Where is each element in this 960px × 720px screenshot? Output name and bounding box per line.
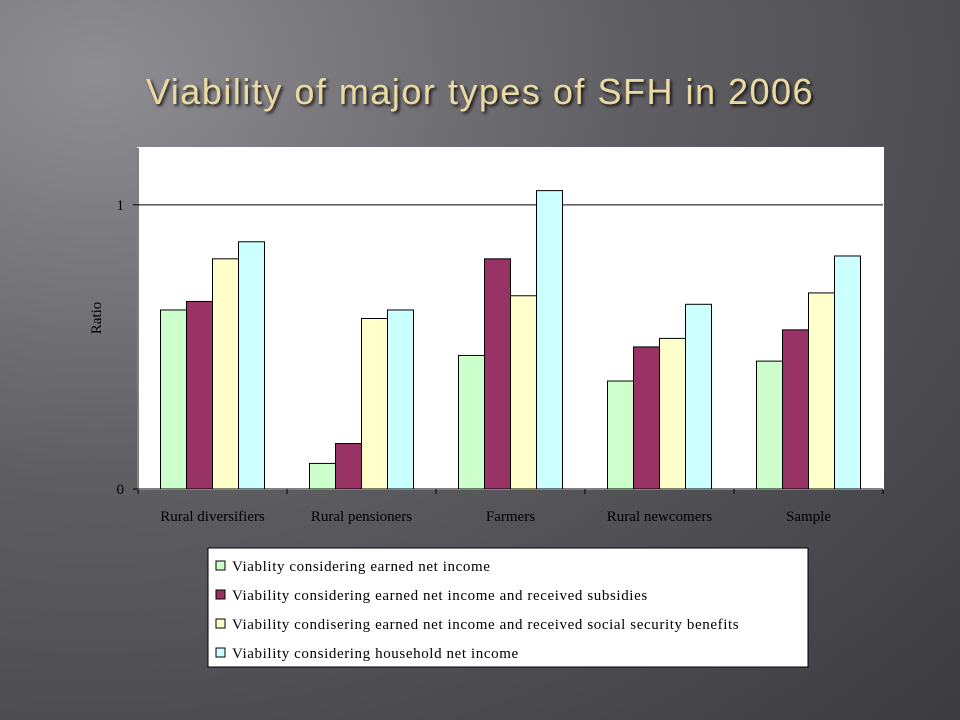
bar: [510, 295, 537, 490]
chart-title: Viability of major types of SFH in 2006: [146, 71, 814, 112]
bar: [387, 309, 414, 490]
x-tick-label: Farmers: [486, 509, 535, 525]
bar: [160, 309, 187, 490]
bar: [756, 360, 783, 490]
legend-swatch: [215, 647, 226, 658]
bar: [808, 292, 835, 490]
bar: [536, 190, 563, 490]
bar: [186, 300, 213, 490]
x-tick-label: Rural diversifiers: [160, 509, 265, 525]
bar: [361, 318, 388, 490]
bar: [607, 380, 634, 490]
y-tick-label: 0: [117, 482, 125, 498]
bar: [633, 346, 660, 490]
legend-label: Viability condisering earned net income …: [232, 617, 739, 633]
bar: [335, 443, 362, 490]
bar: [659, 337, 686, 490]
legend-label: Viablity considering earned net income: [232, 559, 491, 575]
legend-swatch: [215, 589, 226, 600]
y-tick-label: 1: [117, 198, 125, 214]
bar: [212, 258, 239, 490]
bar: [309, 462, 336, 490]
legend-swatch: [215, 560, 226, 571]
bar: [484, 258, 511, 490]
bar: [782, 329, 809, 490]
bar: [458, 354, 485, 490]
bar: [238, 241, 265, 490]
legend-swatch: [215, 618, 226, 629]
x-tick-label: Rural pensioners: [311, 509, 412, 525]
bar: [685, 303, 712, 490]
legend-label: Viability considering earned net income …: [232, 588, 648, 604]
y-axis-label: Ratio: [89, 302, 105, 335]
x-tick-label: Rural newcomers: [607, 509, 713, 525]
legend: [207, 547, 809, 668]
x-tick-label: Sample: [786, 509, 831, 525]
legend-label: Viability considering household net inco…: [232, 646, 519, 662]
bar: [834, 255, 861, 490]
